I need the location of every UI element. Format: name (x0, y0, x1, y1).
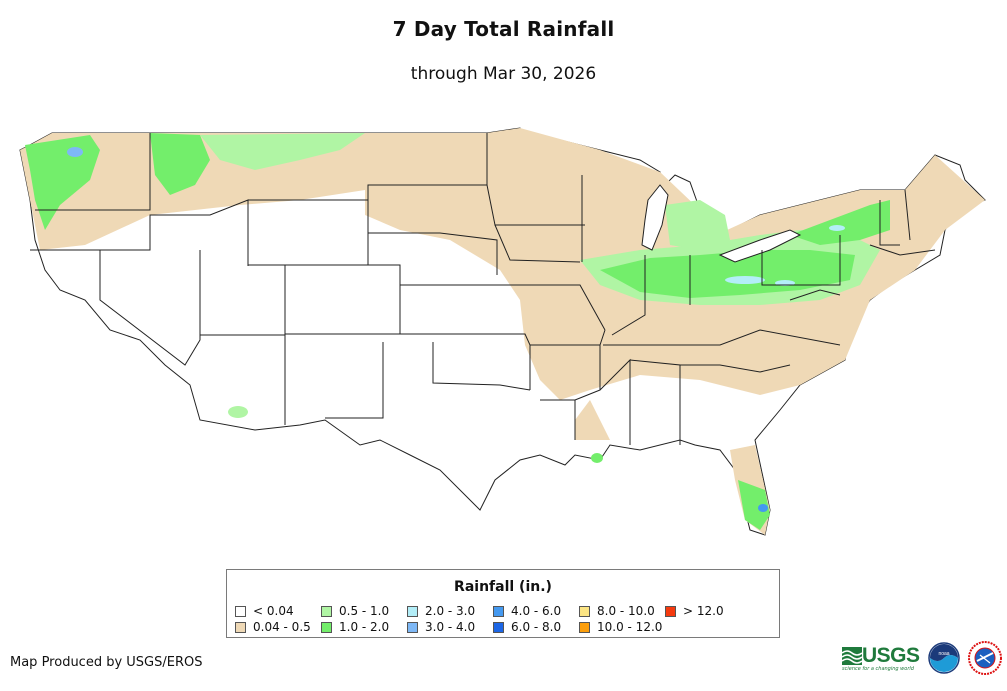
rain-zone-ohio-valley-green (600, 250, 855, 298)
legend-item-2.0-3.0: 2.0 - 3.0 (407, 603, 493, 619)
rain-zone-fl-blue (758, 504, 768, 512)
rain-zone-mt-lightgreen (200, 133, 365, 170)
map-subtitle: through Mar 30, 2026 (410, 64, 597, 84)
agency-logos: USGS science for a changing world noaa (842, 638, 1002, 678)
legend-item-6.0-8.0: 6.0 - 8.0 (493, 619, 579, 635)
noaa-logo-icon: noaa (927, 642, 960, 674)
legend-items: < 0.04 0.04 - 0.5 0.5 - 1.0 1.0 - 2.0 2.… (235, 603, 751, 635)
rain-zone-mi-lightgreen (665, 200, 730, 250)
legend-label: 1.0 - 2.0 (339, 620, 390, 634)
legend-label: 2.0 - 3.0 (425, 604, 476, 618)
map-title: 7 Day Total Rainfall (392, 17, 615, 41)
legend-label: < 0.04 (253, 604, 294, 618)
rain-zone-wa-green (25, 135, 100, 230)
lake-michigan (641, 184, 669, 251)
legend-item-8.0-10.0: 8.0 - 10.0 (579, 603, 665, 619)
swatch-icon (665, 605, 676, 617)
rainfall-map (19, 127, 986, 536)
nws-logo-icon (967, 641, 1002, 675)
legend-label: 4.0 - 6.0 (511, 604, 562, 618)
swatch-icon (235, 605, 246, 617)
state-borders (30, 133, 936, 445)
rain-zone-ny-green (790, 200, 890, 245)
swatch-icon (235, 621, 246, 633)
legend-label: 0.04 - 0.5 (253, 620, 311, 634)
swatch-icon (579, 621, 590, 633)
legend-title: Rainfall (in.) (454, 579, 552, 595)
legend-label: 8.0 - 10.0 (597, 604, 655, 618)
legend-item-1.0-2.0: 1.0 - 2.0 (321, 619, 407, 635)
legend: Rainfall (in.) < 0.04 0.04 - 0.5 0.5 - 1… (226, 569, 780, 638)
usgs-logo: USGS science for a changing world (842, 644, 920, 672)
legend-label: 0.5 - 1.0 (339, 604, 390, 618)
usgs-wordmark: USGS (862, 644, 920, 667)
legend-item-lt-0.04: < 0.04 (235, 603, 321, 619)
legend-item-4.0-6.0: 4.0 - 6.0 (493, 603, 579, 619)
swatch-icon (493, 605, 504, 617)
legend-label: 6.0 - 8.0 (511, 620, 562, 634)
legend-label: > 12.0 (683, 604, 724, 618)
rain-zone-az-lightgreen (228, 406, 248, 418)
rain-zone-fl-green (738, 480, 770, 530)
legend-label: 3.0 - 4.0 (425, 620, 476, 634)
rain-zone-se-tan (575, 400, 610, 440)
rain-zone-la-green (591, 453, 603, 463)
rain-zone-id-green (150, 133, 210, 195)
rain-zone-ny-lightblue (829, 225, 845, 231)
swatch-icon (407, 621, 418, 633)
legend-item-0.04-0.5: 0.04 - 0.5 (235, 619, 321, 635)
swatch-icon (321, 621, 332, 633)
swatch-icon (493, 621, 504, 633)
usgs-tagline: science for a changing world (842, 666, 914, 672)
swatch-icon (579, 605, 590, 617)
rain-zone-oh-lightblue (725, 276, 765, 284)
map-credit: Map Produced by USGS/EROS (10, 655, 203, 670)
swatch-icon (321, 605, 332, 617)
usgs-wave-icon (842, 647, 862, 665)
svg-text:noaa: noaa (938, 651, 949, 657)
legend-item-0.5-1.0: 0.5 - 1.0 (321, 603, 407, 619)
legend-label: 10.0 - 12.0 (597, 620, 663, 634)
lake-erie (718, 229, 802, 263)
legend-item-3.0-4.0: 3.0 - 4.0 (407, 619, 493, 635)
rain-zone-wa-blue (67, 147, 83, 157)
legend-item-gt-12.0: > 12.0 (665, 603, 751, 619)
legend-item-10.0-12.0: 10.0 - 12.0 (579, 619, 665, 635)
swatch-icon (407, 605, 418, 617)
